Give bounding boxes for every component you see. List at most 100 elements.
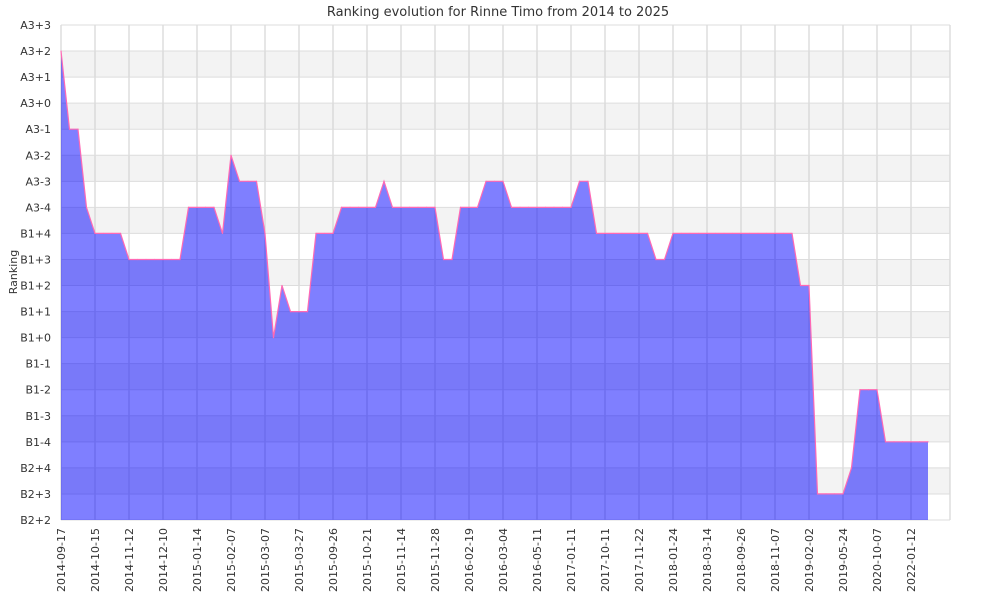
x-tick-label: 2014-09-17 [55, 528, 68, 592]
data-point [689, 232, 691, 235]
x-tick-label: 2015-02-07 [225, 528, 238, 592]
data-point [536, 206, 538, 208]
data-point [782, 232, 785, 235]
y-tick-label: A3-3 [26, 175, 52, 188]
y-tick-label: A3+1 [20, 71, 51, 84]
data-point [255, 180, 258, 182]
y-tick-label: B1-3 [25, 410, 51, 423]
y-tick-label: B1+4 [20, 227, 51, 240]
data-point [757, 232, 759, 235]
data-point [740, 232, 742, 235]
ranking-area [61, 51, 928, 520]
data-point [357, 206, 360, 208]
data-point [94, 232, 96, 235]
data-point [544, 206, 547, 208]
data-point [315, 232, 317, 235]
x-tick-labels: 2014-09-17 2014-10-15 2014-11-12 2014-12-10… [55, 528, 918, 592]
data-point [519, 206, 521, 208]
data-point [876, 389, 878, 391]
x-tick-label: 2014-11-12 [123, 528, 136, 592]
data-point [748, 232, 751, 235]
data-point [621, 232, 623, 235]
data-point [323, 232, 326, 235]
x-tick-label: 2014-10-15 [89, 528, 102, 592]
y-tick-label: B1+2 [20, 280, 51, 293]
data-point [901, 441, 904, 443]
data-point [587, 180, 589, 182]
data-point [298, 310, 300, 313]
data-point [102, 232, 105, 235]
x-tick-label: 2017-11-22 [633, 528, 646, 592]
data-point [204, 206, 207, 208]
data-point [153, 258, 156, 261]
data-point [884, 441, 887, 443]
y-tick-label: B1-1 [25, 358, 51, 371]
data-point [408, 206, 411, 208]
y-tick-label: A3-2 [26, 149, 52, 162]
ranking-series [60, 50, 929, 520]
x-tick-label: 2015-11-28 [429, 528, 442, 592]
data-point [595, 232, 598, 235]
data-point [196, 206, 198, 208]
data-point [247, 180, 249, 182]
x-tick-label: 2022-01-12 [905, 528, 918, 592]
data-point [918, 441, 921, 443]
data-point [128, 258, 130, 261]
data-point [85, 206, 88, 208]
data-point [272, 337, 275, 339]
x-tick-label: 2016-05-11 [531, 528, 544, 592]
data-point [485, 180, 487, 182]
y-tick-label: B1-2 [25, 384, 51, 397]
y-tick-label: A3+3 [20, 19, 51, 32]
data-point [68, 128, 71, 130]
y-axis-title: Ranking [7, 250, 20, 295]
data-point [221, 232, 224, 235]
data-point [731, 232, 734, 235]
data-point [791, 232, 793, 235]
data-point [162, 258, 164, 261]
x-tick-label: 2015-03-07 [259, 528, 272, 592]
y-tick-label: A3+2 [20, 45, 51, 58]
data-point [510, 206, 513, 208]
data-point [213, 206, 215, 208]
x-tick-label: 2015-09-26 [327, 528, 340, 592]
data-point [145, 258, 147, 261]
data-point [442, 258, 445, 261]
data-point [434, 206, 436, 208]
grid-band [61, 103, 950, 130]
x-tick-label: 2019-02-02 [803, 528, 816, 592]
data-point [697, 232, 700, 235]
x-tick-label: 2014-12-10 [157, 528, 170, 592]
data-point [417, 206, 419, 208]
data-point [306, 310, 309, 313]
data-point [459, 206, 462, 208]
y-tick-label: A3+0 [20, 97, 51, 110]
data-point [230, 154, 232, 156]
data-point [476, 206, 479, 208]
data-point [842, 493, 844, 495]
data-point [119, 232, 122, 235]
data-point [502, 180, 504, 182]
x-tick-label: 2018-09-26 [735, 528, 748, 592]
grid-band [61, 155, 950, 182]
data-point [349, 206, 351, 208]
x-tick-label: 2017-10-11 [599, 528, 612, 592]
data-point [553, 206, 555, 208]
data-point [264, 232, 266, 235]
data-point [638, 232, 640, 235]
y-tick-label: A3-1 [26, 123, 52, 136]
data-point [425, 206, 428, 208]
data-point [468, 206, 470, 208]
data-point [136, 258, 139, 261]
data-point [578, 180, 581, 182]
data-point [859, 389, 861, 391]
data-point [400, 206, 402, 208]
data-point [910, 441, 912, 443]
data-point [604, 232, 606, 235]
y-tick-label: B1-4 [25, 436, 51, 449]
data-point [893, 441, 895, 443]
data-point [570, 206, 572, 208]
x-tick-label: 2018-01-24 [667, 528, 680, 592]
data-point [451, 258, 453, 261]
